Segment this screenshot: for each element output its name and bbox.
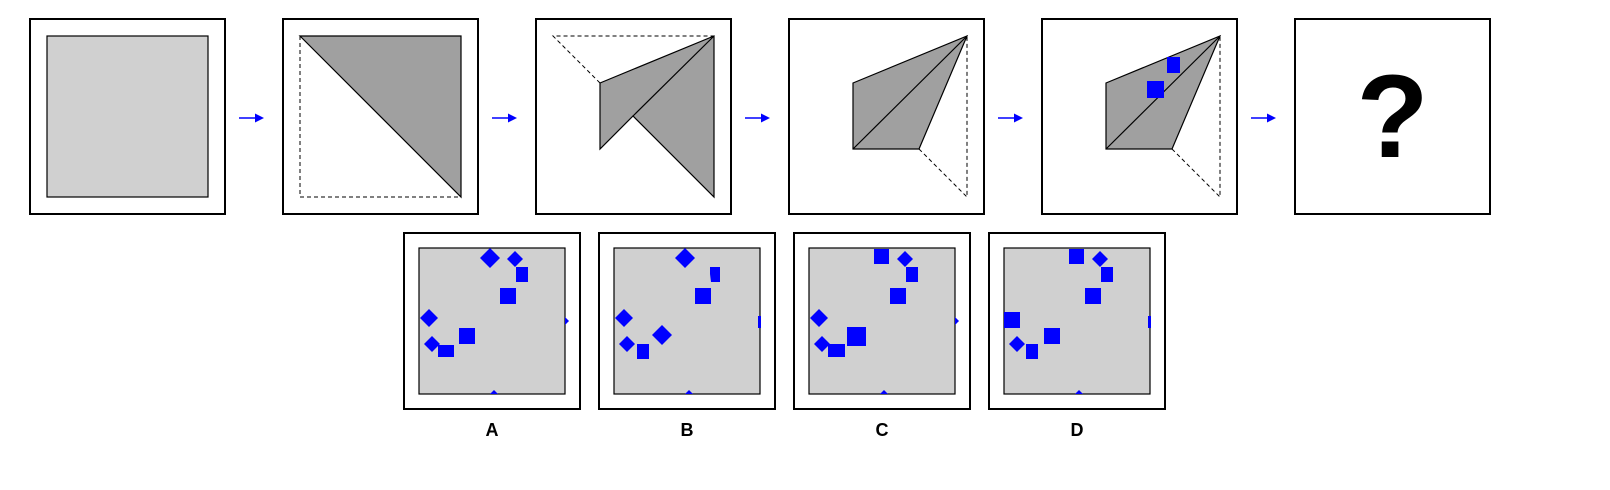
hole — [906, 267, 918, 282]
step-panel-4 — [788, 18, 985, 215]
arrow-icon — [998, 113, 1023, 123]
arrow-icon — [1251, 113, 1276, 123]
option-c-panel[interactable] — [793, 232, 971, 410]
hole — [814, 336, 830, 352]
hole — [897, 251, 913, 267]
option-b-label: B — [680, 420, 694, 440]
option-c-label: C — [875, 420, 889, 440]
option-b-figure — [613, 247, 761, 395]
fold-diagonal-figure — [298, 35, 462, 199]
hole — [880, 390, 888, 394]
hole — [847, 327, 866, 346]
hole — [500, 288, 516, 304]
question-mark: ? — [1356, 50, 1429, 183]
hole — [1101, 267, 1113, 282]
option-b-panel[interactable] — [598, 232, 776, 410]
hole — [1069, 249, 1084, 264]
hole — [424, 336, 440, 352]
hole — [1044, 328, 1060, 344]
option-d-label: D — [1070, 420, 1084, 440]
hole — [1075, 390, 1083, 394]
arrow-icon — [239, 113, 264, 123]
unfolded-square-figure — [46, 35, 209, 198]
option-a-panel[interactable] — [403, 232, 581, 410]
hole — [1148, 316, 1151, 328]
hole — [516, 267, 528, 282]
option-c-figure — [808, 247, 959, 395]
hole — [675, 248, 695, 268]
hole — [1026, 344, 1038, 359]
hole — [828, 344, 845, 357]
punch-holes-figure — [1105, 34, 1222, 199]
hole — [955, 317, 959, 325]
hole — [758, 316, 761, 328]
hole — [615, 309, 633, 327]
option-a-label: A — [485, 420, 499, 440]
hole — [565, 317, 569, 325]
step-panel-5 — [1041, 18, 1238, 215]
hole — [1009, 336, 1025, 352]
hole — [637, 344, 649, 359]
hole — [810, 309, 828, 327]
step-panel-3 — [535, 18, 732, 215]
hole — [652, 325, 672, 345]
hole — [710, 267, 720, 282]
hole — [1004, 312, 1020, 328]
arrow-icon — [492, 113, 517, 123]
option-a-figure — [418, 247, 569, 395]
hole — [874, 249, 889, 264]
fold-corner-up-figure — [551, 35, 715, 199]
arrow-icon — [745, 113, 770, 123]
step-panel-6: ? — [1294, 18, 1491, 215]
hole — [890, 288, 906, 304]
hole — [438, 345, 454, 357]
hole — [619, 336, 635, 352]
hole — [1092, 251, 1108, 267]
punched-hole — [1167, 57, 1180, 73]
punched-hole — [1147, 81, 1164, 98]
hole — [695, 288, 711, 304]
hole — [420, 309, 438, 327]
fold-bottom-corner-figure — [852, 34, 969, 199]
step-panel-2 — [282, 18, 479, 215]
step-panel-1 — [29, 18, 226, 215]
hole — [507, 251, 523, 267]
hole — [685, 390, 693, 394]
hole — [490, 390, 498, 394]
hole — [1085, 288, 1101, 304]
hole — [480, 248, 500, 268]
option-d-figure — [1003, 247, 1151, 395]
option-d-panel[interactable] — [988, 232, 1166, 410]
hole — [459, 328, 475, 344]
